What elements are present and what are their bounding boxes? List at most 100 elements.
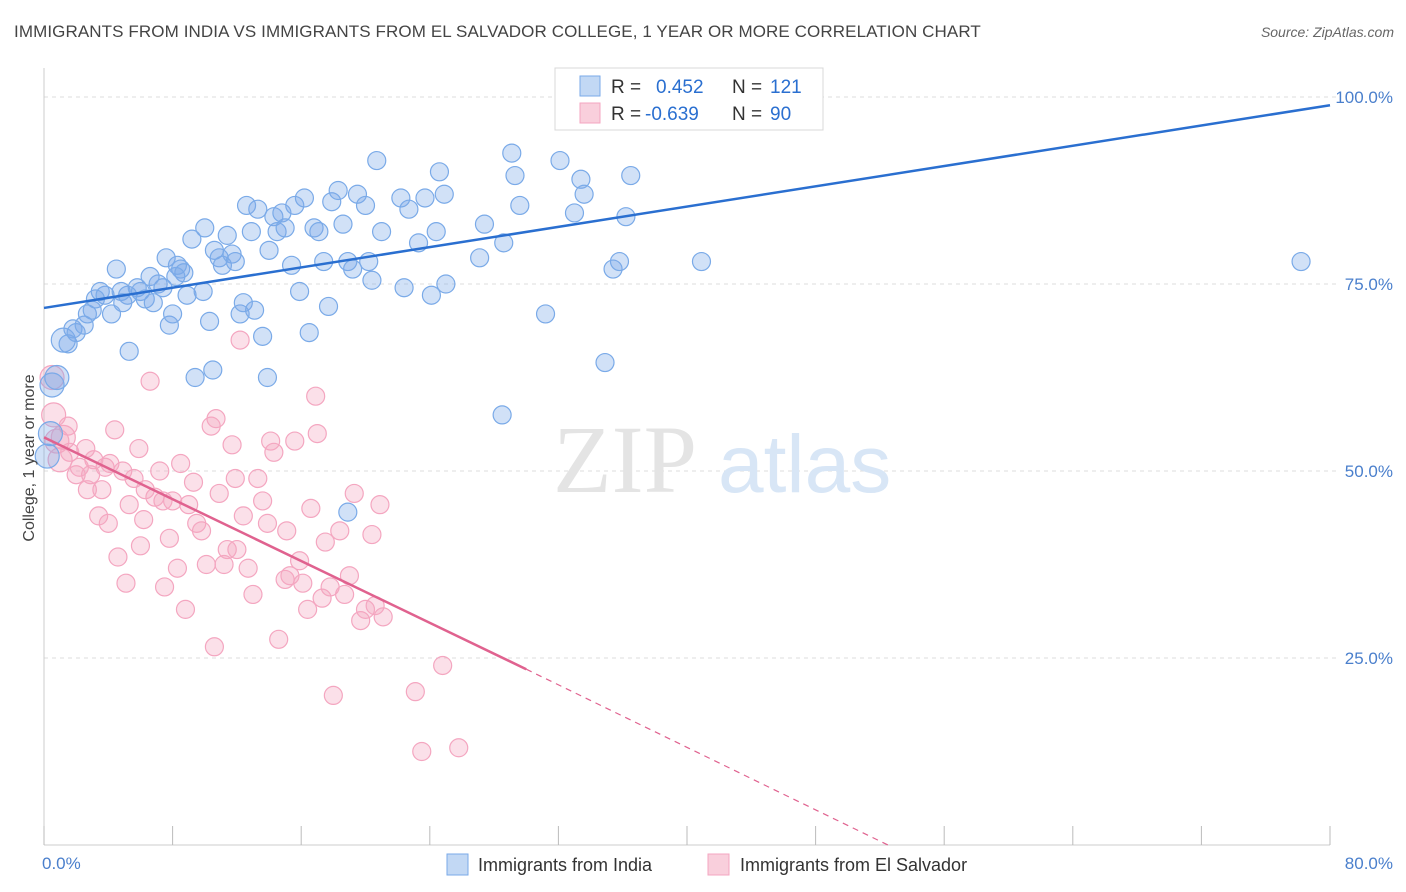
elsalvador-point <box>355 599 376 619</box>
india-point <box>421 285 442 305</box>
chart-title: IMMIGRANTS FROM INDIA VS IMMIGRANTS FROM… <box>14 22 981 41</box>
elsalvador-point <box>323 685 343 706</box>
india-point <box>550 150 570 171</box>
elsalvador-point <box>171 453 191 474</box>
india-point <box>299 323 319 343</box>
india-point <box>163 304 183 324</box>
elsalvador-point <box>92 480 112 500</box>
india-point <box>609 251 630 272</box>
india-point <box>225 251 245 272</box>
india-point <box>44 364 70 391</box>
elsalvador-point <box>89 506 109 526</box>
india-point <box>244 300 265 320</box>
india-point <box>34 443 60 469</box>
elsalvador-point <box>140 371 160 391</box>
elsalvador-point <box>225 468 245 489</box>
y-tick-label: 50.0% <box>1345 462 1393 481</box>
elsalvador-point <box>204 637 224 657</box>
legend-india-n-value: 121 <box>770 77 802 98</box>
elsalvador-point <box>214 554 234 575</box>
series-india-points <box>34 143 1311 522</box>
bottom-legend-india-label: Immigrants from India <box>478 855 653 875</box>
elsalvador-point <box>238 558 258 578</box>
india-point <box>535 304 556 324</box>
bottom-legend-india-swatch <box>446 853 469 876</box>
india-point <box>281 255 302 275</box>
india-trend-line <box>43 103 1331 310</box>
india-point <box>177 285 197 305</box>
y-tick-label: 75.0% <box>1345 275 1393 294</box>
legend-elsalvador-r-value: -0.639 <box>645 104 699 125</box>
elsalvador-point <box>209 483 229 504</box>
elsalvador-point <box>196 554 216 575</box>
elsalvador-point <box>105 420 125 440</box>
elsalvador-point <box>159 528 179 548</box>
elsalvador-point <box>167 558 188 578</box>
elsalvador-point <box>330 521 350 541</box>
india-point <box>185 367 205 388</box>
legend-india-r-label: R = <box>611 77 641 98</box>
elsalvador-point <box>129 438 149 459</box>
india-point <box>233 293 253 313</box>
india-point <box>510 195 530 216</box>
elsalvador-point <box>217 539 237 560</box>
india-point <box>241 222 261 242</box>
series-elsalvador-points <box>39 330 469 762</box>
india-point <box>564 203 585 223</box>
india-point <box>113 293 133 313</box>
india-point <box>63 319 83 339</box>
india-point <box>289 281 310 302</box>
elsalvador-point <box>412 741 432 762</box>
elsalvador-point <box>222 435 242 455</box>
elsalvador-point <box>150 461 170 481</box>
india-point <box>595 352 615 373</box>
india-point <box>371 222 392 242</box>
elsalvador-point <box>261 431 281 451</box>
tick-labels: 25.0% 50.0% 75.0% 100.0% 0.0% 80.0% <box>42 88 1393 873</box>
elsalvador-point <box>315 532 335 552</box>
india-point <box>429 162 450 182</box>
india-point <box>571 169 591 189</box>
elsalvador-point <box>449 738 469 758</box>
elsalvador-point <box>248 468 268 489</box>
india-point <box>199 311 220 331</box>
elsalvador-point <box>253 491 273 511</box>
elsalvador-point <box>233 506 253 526</box>
bottom-legend-elsalvador-label: Immigrants from El Salvador <box>740 855 967 875</box>
india-point <box>470 248 490 268</box>
elsalvador-point <box>175 599 196 619</box>
india-point <box>95 285 115 305</box>
legend-elsalvador-r-label: R = <box>611 104 641 125</box>
x-tick-label: 80.0% <box>1345 854 1393 873</box>
elsalvador-point <box>134 510 154 530</box>
elsalvador-point <box>116 573 136 593</box>
india-point <box>119 341 139 361</box>
elsalvador-point <box>433 655 453 676</box>
india-point <box>159 315 179 335</box>
india-point <box>294 188 315 208</box>
india-point <box>492 405 512 425</box>
elsalvador-point <box>269 629 289 649</box>
elsalvador-point <box>119 495 139 515</box>
india-point <box>426 222 446 242</box>
elsalvador-point <box>227 539 247 560</box>
elsalvador-point <box>307 424 327 444</box>
india-point <box>338 502 358 522</box>
watermark: ZIP atlas <box>553 406 891 513</box>
india-point <box>505 165 525 186</box>
india-point <box>143 293 163 313</box>
trend-lines <box>43 103 1331 846</box>
india-point <box>182 229 202 249</box>
india-point <box>37 421 64 447</box>
legend-india-r-value: 0.452 <box>656 77 704 98</box>
india-point <box>66 323 86 343</box>
india-point <box>314 251 334 272</box>
india-point <box>621 165 641 186</box>
india-point <box>74 315 94 335</box>
india-point <box>275 218 295 238</box>
x-tick-label: 0.0% <box>42 854 81 873</box>
india-point <box>343 259 363 279</box>
elsalvador-point <box>41 402 67 428</box>
elsalvador-point <box>77 480 98 500</box>
